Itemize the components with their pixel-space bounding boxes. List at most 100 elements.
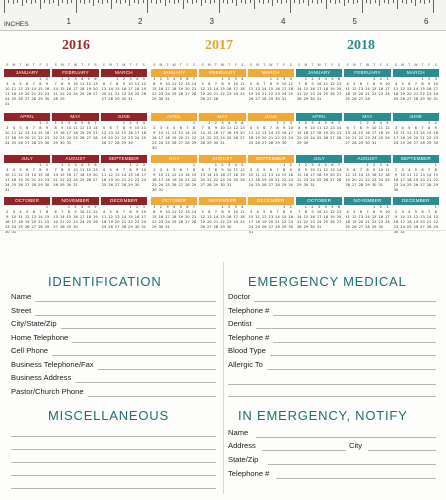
day-number: 10 — [233, 209, 239, 214]
day-number: 4 — [74, 121, 77, 125]
day-number: 15 — [220, 214, 225, 219]
day-number — [232, 141, 239, 146]
day-number: 13 — [114, 214, 120, 219]
day-number: 27 — [351, 182, 357, 187]
day-number: 15 — [53, 130, 58, 135]
day-number: 7 — [201, 125, 204, 130]
notify-name-line[interactable] — [256, 437, 436, 438]
field-label: Business Address — [11, 373, 72, 382]
day-number — [336, 225, 343, 230]
day-number: 13 — [93, 81, 98, 86]
day-number: 22 — [275, 135, 280, 140]
day-number: 26 — [24, 224, 30, 229]
day-number: 23 — [158, 219, 164, 224]
day-number: 13 — [206, 214, 212, 219]
day-number: 2 — [394, 167, 398, 172]
day-number: 20 — [206, 91, 212, 96]
day-number — [219, 97, 226, 102]
field-entry-line[interactable] — [256, 328, 436, 329]
day-number: 17 — [371, 130, 377, 135]
day-number: 15 — [59, 86, 65, 91]
field-entry-line[interactable] — [52, 355, 216, 356]
miscellaneous-line[interactable] — [11, 449, 216, 450]
notify-address-line[interactable] — [262, 450, 346, 451]
day-number: 21 — [336, 130, 342, 135]
day-number: 24 — [141, 177, 146, 182]
day-number: 18 — [165, 177, 170, 182]
day-number: 13 — [330, 125, 335, 130]
day-number: 5 — [386, 121, 389, 125]
day-number: 20 — [268, 219, 274, 224]
day-number: 25 — [171, 91, 177, 96]
day-number: 31 — [5, 187, 10, 192]
field-entry-line[interactable] — [35, 314, 216, 316]
day-number: 11 — [79, 167, 85, 172]
week-row: 21 22 23 24 25 26 27 — [52, 178, 98, 183]
day-number: 30 — [5, 229, 10, 234]
day-number: 4 — [408, 167, 411, 172]
day-number: 25 — [171, 219, 177, 224]
day-number: 29 — [121, 140, 127, 145]
day-number: 16 — [226, 86, 232, 91]
field-label: City/State/Zip — [11, 319, 57, 328]
miscellaneous-line[interactable] — [11, 462, 216, 463]
day-number: 28 — [114, 140, 120, 145]
field-entry-line[interactable] — [75, 382, 216, 383]
field-entry-line[interactable] — [88, 395, 216, 397]
field-entry-line[interactable] — [98, 368, 216, 370]
notify-state-zip-line[interactable] — [268, 464, 436, 465]
weekday-initial: M — [109, 63, 113, 67]
field-entry-line[interactable] — [61, 328, 216, 329]
day-number: 29 — [281, 224, 287, 229]
miscellaneous-line[interactable] — [11, 488, 216, 489]
day-grid: 1 2 3 4 5 6 7 8 9 10 11 12 13 14 15 16 17 18 19 20 21 22 23 24 2… — [296, 205, 342, 230]
day-number: 5 — [201, 209, 204, 214]
notify-telephone-line[interactable] — [276, 478, 436, 479]
field-entry-line[interactable] — [273, 314, 436, 316]
month-name: December — [247, 197, 294, 205]
day-number: 27 — [24, 140, 30, 145]
field-entry-line[interactable] — [254, 301, 436, 302]
field-entry-line[interactable] — [228, 384, 436, 385]
miscellaneous-line[interactable] — [11, 436, 216, 437]
day-number: 10 — [385, 209, 390, 214]
day-number: 2 — [227, 205, 231, 209]
field-entry-line[interactable] — [267, 368, 436, 370]
day-number: 6 — [241, 121, 244, 125]
month-calendar: December 1 2 3 4 5 6 7 8 9 10 11 12 13 14 15 16 17 18 19 20 2… — [100, 197, 147, 230]
day-number: 21 — [121, 177, 127, 182]
day-number: 20 — [178, 177, 184, 182]
day-number: 16 — [66, 172, 72, 177]
day-number: 14 — [53, 86, 58, 91]
day-number: 10 — [378, 167, 384, 172]
week-row: 8 9 10 11 12 13 14 — [296, 168, 342, 173]
day-number: 15 — [297, 172, 302, 177]
field-entry-line[interactable] — [72, 341, 216, 343]
day-number: 31 — [248, 229, 254, 234]
day-number: 17 — [165, 214, 170, 219]
day-number: 24 — [226, 177, 232, 182]
day-number: 16 — [44, 130, 50, 135]
ruler-tick — [231, 0, 233, 3]
day-number: 24 — [5, 96, 10, 101]
day-number: 22 — [358, 135, 364, 140]
day-number: 2 — [153, 167, 156, 172]
ruler-tick — [321, 0, 323, 3]
week-row: 15 16 17 18 19 20 21 — [52, 131, 98, 136]
day-number: 1 — [61, 77, 64, 81]
day-number — [44, 188, 51, 193]
field-entry-line[interactable] — [273, 341, 436, 343]
day-number — [92, 225, 99, 230]
miscellaneous-line[interactable] — [11, 475, 216, 476]
day-number: 23 — [303, 177, 309, 182]
field-entry-line[interactable] — [270, 355, 436, 356]
field-entry-line[interactable] — [35, 301, 216, 302]
day-number: 17 — [220, 130, 225, 135]
day-number: 23 — [378, 91, 384, 96]
day-number: 31 — [141, 224, 146, 229]
field-entry-line[interactable] — [228, 396, 436, 397]
day-number: 17 — [385, 86, 390, 91]
notify-city-line[interactable] — [368, 450, 436, 451]
day-number: 1 — [54, 121, 57, 125]
